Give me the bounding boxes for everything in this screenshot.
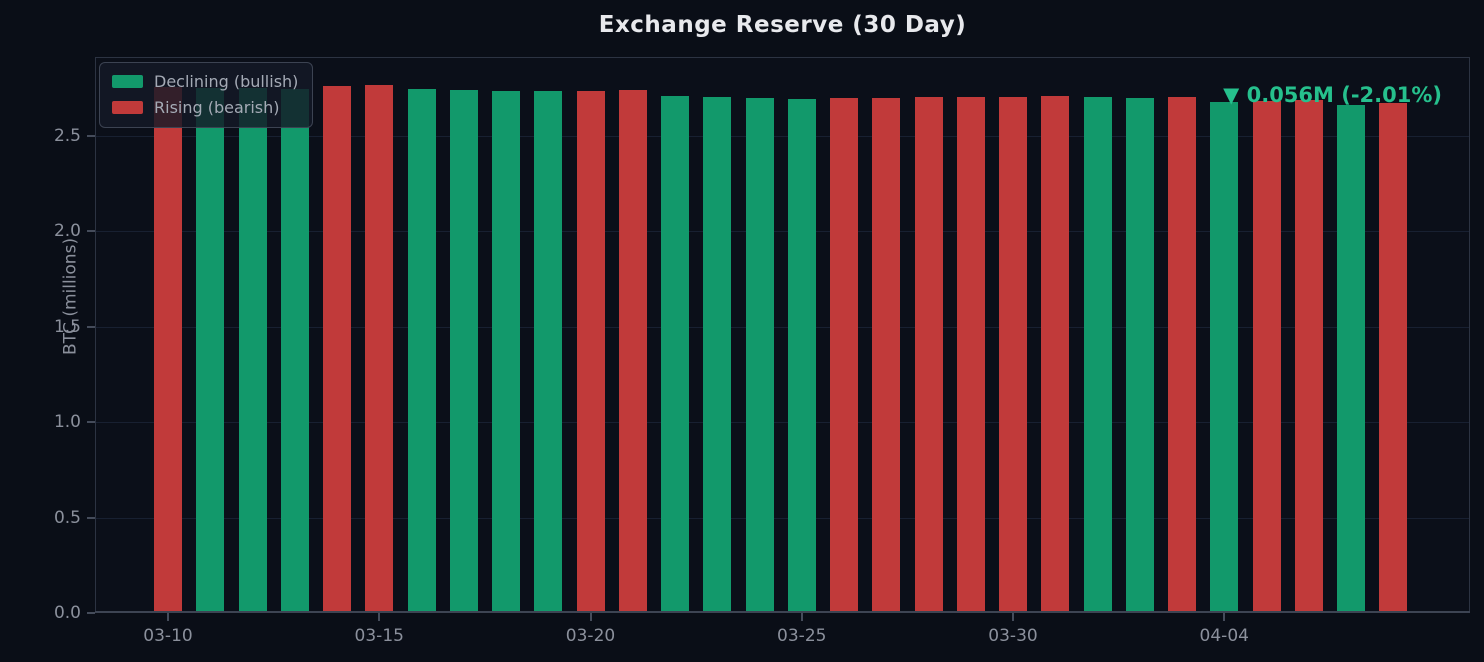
change-annotation: ▼ 0.056M (-2.01%) [1223,83,1442,107]
x-tick-mark-04-04 [1223,613,1226,621]
bar-04-04-declining [1210,101,1239,613]
x-tick-label-03-20: 03-20 [565,626,616,646]
bar-03-12-declining [238,88,267,613]
bar-03-11-declining [196,87,225,613]
left-spine [95,57,96,613]
gridline-1.0 [95,422,1470,424]
y-tick-label-0.5: 0.5 [53,507,81,528]
y-tick-mark-2.0 [87,230,95,233]
bar-03-14-rising [323,86,351,613]
y-tick-label-2.0: 2.0 [53,221,81,242]
rising-swatch-icon [112,101,143,114]
plot-area: Declining (bullish) Rising (bearish) ▼ 0… [95,57,1470,613]
y-tick-mark-1.0 [87,421,95,424]
bar-03-27-rising [872,97,901,613]
bar-04-01-declining [1083,97,1112,613]
bar-03-24-declining [745,97,774,613]
bar-03-16-declining [407,89,436,613]
bar-03-25-declining [787,98,816,613]
bar-03-26-rising [830,98,858,613]
bar-03-17-declining [449,90,478,613]
bar-03-29-rising [956,96,985,613]
legend-item-declining: Declining (bullish) [112,72,298,91]
x-tick-label-04-04: 04-04 [1199,626,1249,646]
bar-04-02-declining [1125,98,1154,613]
bar-03-23-declining [703,96,732,613]
legend: Declining (bullish) Rising (bearish) [99,62,314,128]
y-tick-mark-0.0 [87,612,95,614]
bar-03-13-declining [280,88,309,613]
bar-03-31-rising [1041,96,1070,613]
bar-03-28-rising [914,97,943,613]
x-tick-mark-03-10 [167,613,169,621]
y-tick-label-2.5: 2.5 [53,125,81,146]
x-tick-label-03-25: 03-25 [777,626,827,646]
y-tick-label-1.0: 1.0 [53,412,81,433]
y-tick-mark-1.5 [87,325,95,328]
bar-04-08-rising [1379,103,1408,613]
x-axis-line [95,611,1470,613]
x-tick-mark-03-15 [378,613,381,621]
bar-03-10-rising [154,86,182,613]
chart-title: Exchange Reserve (30 Day) [598,12,967,38]
bar-04-03-rising [1168,97,1196,613]
bar-03-22-declining [661,95,689,613]
bar-04-06-rising [1294,100,1323,613]
legend-label-declining: Declining (bullish) [154,72,299,91]
legend-item-rising: Rising (bearish) [112,98,298,117]
bar-03-20-rising [576,90,605,613]
y-tick-mark-0.5 [87,516,95,519]
bar-03-21-rising [618,90,647,613]
x-tick-label-03-15: 03-15 [354,626,404,646]
bar-03-15-rising [365,84,394,613]
bar-04-05-rising [1252,100,1281,613]
bar-04-07-declining [1337,105,1365,613]
x-tick-label-03-10: 03-10 [143,626,193,646]
right-spine [1469,57,1470,613]
top-spine [95,57,1470,58]
y-tick-label-0.0: 0.0 [53,603,81,623]
x-tick-mark-03-30 [1012,613,1014,621]
gridline-1.5 [95,326,1470,328]
bar-03-18-declining [492,90,520,613]
y-axis-label: BTC (millions) [60,237,81,355]
y-tick-mark-2.5 [87,134,95,137]
gridline-2.0 [95,231,1470,233]
bar-03-30-rising [999,96,1027,613]
y-tick-label-1.5: 1.5 [53,316,81,337]
gridline-2.5 [95,135,1470,137]
bar-03-19-declining [534,91,563,613]
declining-swatch-icon [112,75,143,88]
gridline-0.5 [95,517,1470,519]
x-tick-label-03-30: 03-30 [988,626,1038,646]
x-tick-mark-03-20 [589,613,592,621]
x-tick-mark-03-25 [800,613,803,621]
legend-label-rising: Rising (bearish) [154,98,280,117]
